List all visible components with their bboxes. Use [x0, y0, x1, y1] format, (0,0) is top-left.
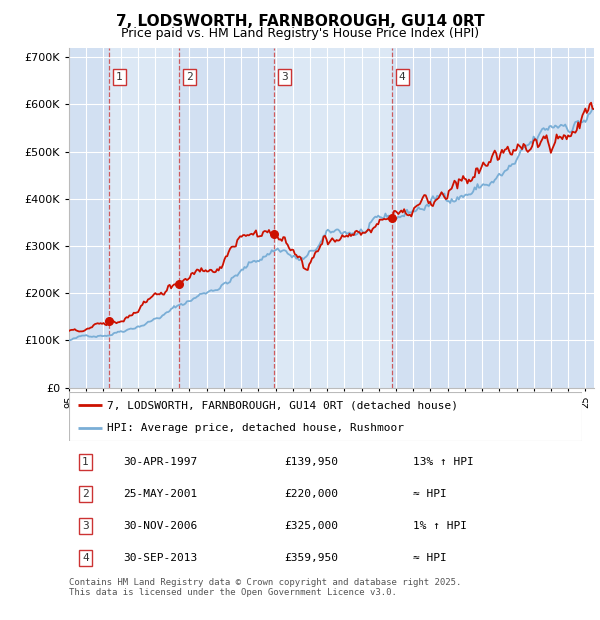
Text: 2: 2: [82, 489, 89, 499]
Text: 30-NOV-2006: 30-NOV-2006: [123, 521, 197, 531]
Text: 3: 3: [82, 521, 89, 531]
Text: 30-SEP-2013: 30-SEP-2013: [123, 552, 197, 562]
Text: HPI: Average price, detached house, Rushmoor: HPI: Average price, detached house, Rush…: [107, 423, 404, 433]
FancyBboxPatch shape: [69, 392, 582, 441]
Text: 2: 2: [186, 72, 193, 82]
Bar: [392, 48, 594, 388]
Text: 1: 1: [82, 458, 89, 467]
Text: 4: 4: [82, 552, 89, 562]
Bar: [69, 48, 109, 388]
Text: ≈ HPI: ≈ HPI: [413, 552, 446, 562]
Text: 7, LODSWORTH, FARNBOROUGH, GU14 0RT: 7, LODSWORTH, FARNBOROUGH, GU14 0RT: [116, 14, 484, 29]
Text: 7, LODSWORTH, FARNBOROUGH, GU14 0RT (detached house): 7, LODSWORTH, FARNBOROUGH, GU14 0RT (det…: [107, 401, 458, 410]
Text: £359,950: £359,950: [284, 552, 338, 562]
Text: 1% ↑ HPI: 1% ↑ HPI: [413, 521, 467, 531]
Text: 3: 3: [281, 72, 288, 82]
Text: Price paid vs. HM Land Registry's House Price Index (HPI): Price paid vs. HM Land Registry's House …: [121, 27, 479, 40]
Text: £220,000: £220,000: [284, 489, 338, 499]
Text: Contains HM Land Registry data © Crown copyright and database right 2025.
This d: Contains HM Land Registry data © Crown c…: [69, 578, 461, 597]
Bar: [179, 48, 274, 388]
Text: ≈ HPI: ≈ HPI: [413, 489, 446, 499]
Text: 1: 1: [116, 72, 123, 82]
Text: 4: 4: [398, 72, 406, 82]
Text: £139,950: £139,950: [284, 458, 338, 467]
Text: 25-MAY-2001: 25-MAY-2001: [123, 489, 197, 499]
Text: £325,000: £325,000: [284, 521, 338, 531]
Text: 30-APR-1997: 30-APR-1997: [123, 458, 197, 467]
Text: 13% ↑ HPI: 13% ↑ HPI: [413, 458, 473, 467]
